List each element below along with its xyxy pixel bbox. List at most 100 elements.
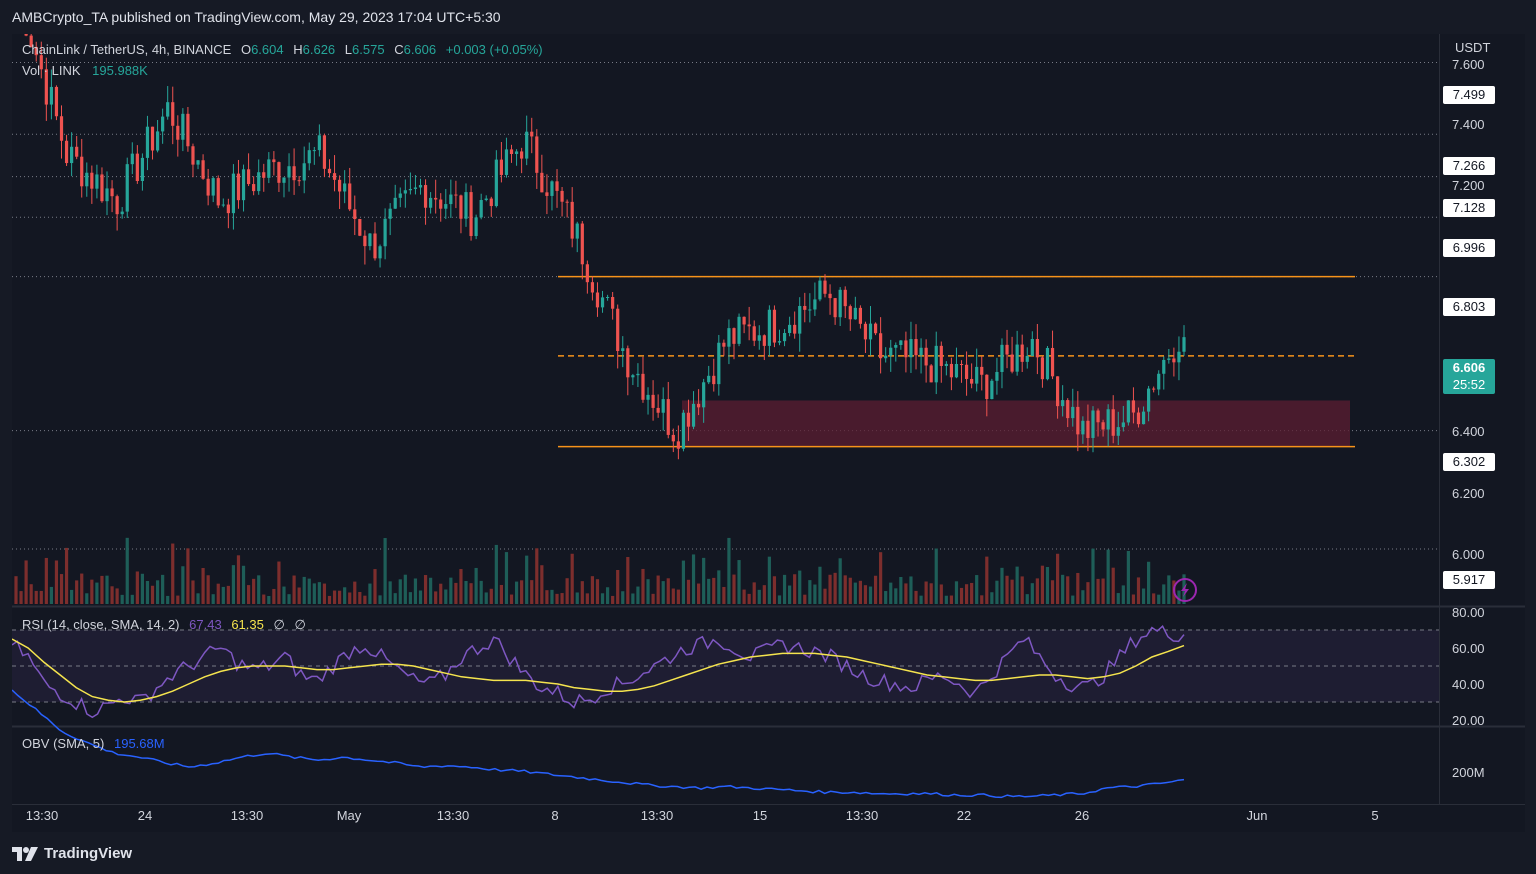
candle-body-205	[1050, 347, 1055, 377]
volume-bar-63	[332, 590, 337, 604]
candle-body-169	[868, 323, 873, 340]
volume-bar-1	[19, 591, 23, 604]
volume-bar-121	[626, 557, 630, 604]
candle-body-157	[808, 309, 812, 311]
candle-body-208	[1066, 400, 1070, 419]
volume-bar-198	[1015, 566, 1019, 604]
volume-bar-33	[181, 566, 185, 604]
volume-bar-129	[666, 578, 670, 604]
volume-bar-161	[828, 574, 832, 604]
candle-body-162	[833, 298, 837, 318]
candle-body-109	[565, 201, 569, 203]
candle-body-27	[150, 126, 155, 151]
volume-bar-190	[975, 575, 979, 604]
candle-body-16	[95, 174, 99, 189]
demand-zone-rect	[682, 400, 1350, 447]
volume-legend[interactable]: Vol · LINK 195.988K	[22, 63, 148, 78]
candle-body-130	[671, 434, 675, 442]
candle-body-41	[221, 204, 225, 206]
tradingview-logo[interactable]: TradingView	[12, 845, 132, 862]
level-box-6302: 6.302	[1443, 453, 1495, 471]
candle-body-144	[742, 316, 746, 325]
candle-body-57	[302, 163, 306, 181]
volume-bar-122	[631, 593, 635, 604]
candle-body-178	[914, 339, 918, 356]
candle-body-171	[879, 333, 883, 359]
candle-body-188	[964, 364, 969, 379]
symbol-legend[interactable]: ChainLink / TetherUS, 4h, BINANCE O6.604…	[22, 42, 543, 57]
volume-bar-136	[702, 557, 706, 604]
candle-body-105	[545, 192, 549, 196]
volume-bar-109	[565, 578, 569, 604]
candle-body-58	[307, 150, 311, 164]
obv-legend[interactable]: OBV (SMA, 5) 195.68M	[22, 736, 165, 751]
volume-bar-101	[525, 555, 529, 604]
y-tick-6400: 6.400	[1452, 424, 1485, 439]
current-price: 6.606	[1452, 360, 1486, 375]
candle-body-176	[904, 340, 908, 358]
y-tick-7600: 7.600	[1452, 57, 1485, 72]
candle-body-35	[191, 146, 195, 165]
volume-bar-73	[383, 538, 387, 604]
volume-bar-42	[226, 585, 230, 604]
volume-bar-84	[439, 583, 443, 604]
candle-body-227	[1162, 359, 1166, 374]
candle-body-86	[449, 194, 453, 205]
lightning-icon[interactable]	[1173, 578, 1197, 602]
candle-body-64	[338, 179, 342, 192]
volume-bar-187	[959, 587, 964, 604]
volume-bar-149	[767, 556, 771, 604]
volume-bar-201	[1030, 583, 1034, 604]
x-tick-6: 13:30	[640, 808, 674, 823]
chart-svg[interactable]	[11, 0, 1525, 832]
volume-bar-39	[211, 594, 215, 604]
volume-bar-17	[100, 575, 104, 604]
volume-bar-205	[1050, 580, 1055, 604]
candle-body-137	[707, 375, 711, 383]
x-tick-11: Jun	[1246, 808, 1268, 823]
volume-bar-103	[535, 548, 539, 604]
candle-body-103	[535, 136, 539, 173]
volume-bar-28	[155, 580, 160, 604]
volume-bar-127	[656, 575, 660, 604]
candle-body-123	[636, 373, 640, 376]
candle-body-168	[863, 323, 868, 340]
volume-value: 195.988K	[92, 63, 148, 78]
volume-bar-66	[348, 592, 352, 604]
candle-body-97	[504, 149, 509, 175]
volume-bar-120	[621, 591, 625, 604]
volume-bar-209	[1071, 595, 1075, 604]
volume-bar-89	[464, 580, 468, 604]
volume-bar-57	[302, 576, 306, 604]
volume-bar-147	[757, 589, 761, 604]
y-tick-7200: 7.200	[1452, 178, 1485, 193]
candle-body-132	[681, 412, 686, 449]
candle-body-225	[1152, 388, 1156, 390]
volume-bar-153	[788, 585, 792, 604]
candle-body-75	[393, 197, 397, 209]
volume-bar-96	[499, 584, 504, 604]
candle-body-217	[1111, 409, 1115, 436]
candle-body-140	[722, 342, 726, 347]
candle-body-52	[277, 162, 281, 183]
candle-body-211	[1081, 420, 1085, 435]
volume-bar-0	[14, 576, 18, 604]
volume-bar-195	[1000, 567, 1004, 604]
volume-bar-59	[312, 583, 316, 604]
countdown: 25:52	[1452, 377, 1486, 392]
volume-bar-24	[135, 571, 139, 604]
volume-bar-40	[216, 583, 220, 604]
candle-body-20	[115, 196, 119, 215]
chart-area[interactable]	[11, 0, 1525, 832]
volume-bar-65	[343, 587, 347, 604]
volume-bar-176	[904, 583, 908, 604]
volume-bar-123	[636, 586, 640, 604]
rsi-legend[interactable]: RSI (14, close, SMA, 14, 2) 67.43 61.35 …	[22, 617, 306, 633]
rsi-tick-80: 80.00	[1452, 605, 1485, 620]
obv-pane	[11, 689, 1185, 799]
volume-bar-154	[793, 574, 797, 604]
candle-body-143	[737, 316, 741, 344]
volume-bar-76	[398, 579, 402, 604]
volume-bar-137	[707, 578, 711, 604]
candle-body-108	[560, 190, 564, 202]
